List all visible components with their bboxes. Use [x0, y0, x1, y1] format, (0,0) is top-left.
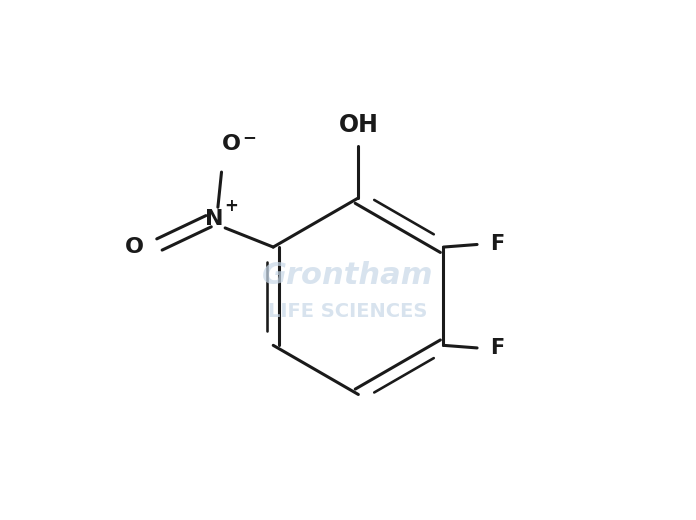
Text: −: −: [242, 128, 256, 146]
Text: N: N: [205, 209, 223, 229]
Text: O: O: [222, 134, 242, 154]
Text: Grontham: Grontham: [262, 261, 434, 290]
Text: OH: OH: [338, 113, 379, 137]
Text: O: O: [125, 237, 144, 257]
Text: F: F: [490, 235, 504, 254]
Text: F: F: [490, 338, 504, 358]
Text: +: +: [224, 197, 238, 215]
Text: LIFE SCIENCES: LIFE SCIENCES: [269, 302, 427, 321]
